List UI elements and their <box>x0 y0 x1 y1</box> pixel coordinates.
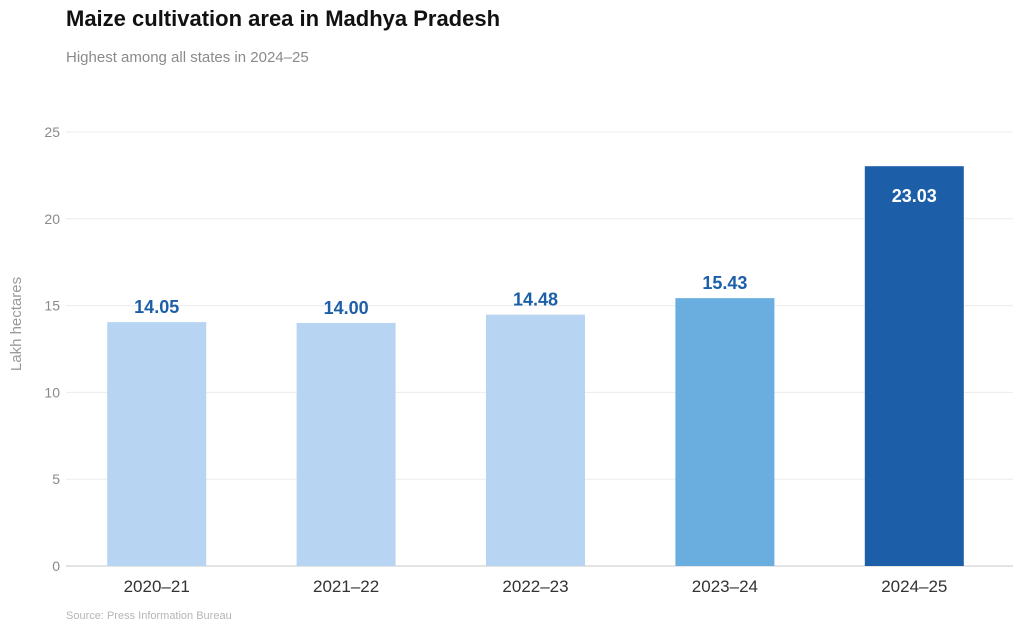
bar <box>486 314 585 566</box>
data-label: 14.48 <box>513 290 558 310</box>
y-tick-label: 10 <box>44 384 60 400</box>
bar <box>296 322 396 566</box>
data-label: 15.43 <box>702 273 747 293</box>
chart-title: Maize cultivation area in Madhya Pradesh <box>66 6 501 31</box>
chart-subtitle: Highest among all states in 2024–25 <box>66 49 309 66</box>
source-note: Source: Press Information Bureau <box>66 610 232 622</box>
y-tick-label: 0 <box>52 558 60 574</box>
y-tick-label: 20 <box>44 211 60 227</box>
data-label: 14.05 <box>134 297 179 317</box>
bar <box>107 322 207 566</box>
y-axis-label: Lakh hectares <box>8 277 25 371</box>
y-tick-label: 5 <box>52 471 60 487</box>
x-tick-label: 2022–23 <box>502 577 568 596</box>
y-tick-label: 15 <box>44 298 60 314</box>
bar <box>675 298 775 566</box>
x-tick-label: 2021–22 <box>313 577 379 596</box>
x-axis-ticks: 2020–21 2021–22 2022–23 2023–24 2024–25 <box>124 577 948 596</box>
x-tick-label: 2024–25 <box>881 577 947 596</box>
data-label: 14.00 <box>324 298 369 318</box>
data-label: 23.03 <box>892 186 937 206</box>
x-tick-label: 2023–24 <box>692 577 758 596</box>
y-tick-label: 25 <box>44 124 60 140</box>
y-axis-ticks: 0 5 10 15 20 25 <box>44 124 60 574</box>
bars: 14.05 14.00 14.48 15.43 23.03 <box>107 166 964 566</box>
x-tick-label: 2020–21 <box>124 577 190 596</box>
bar <box>864 166 964 566</box>
